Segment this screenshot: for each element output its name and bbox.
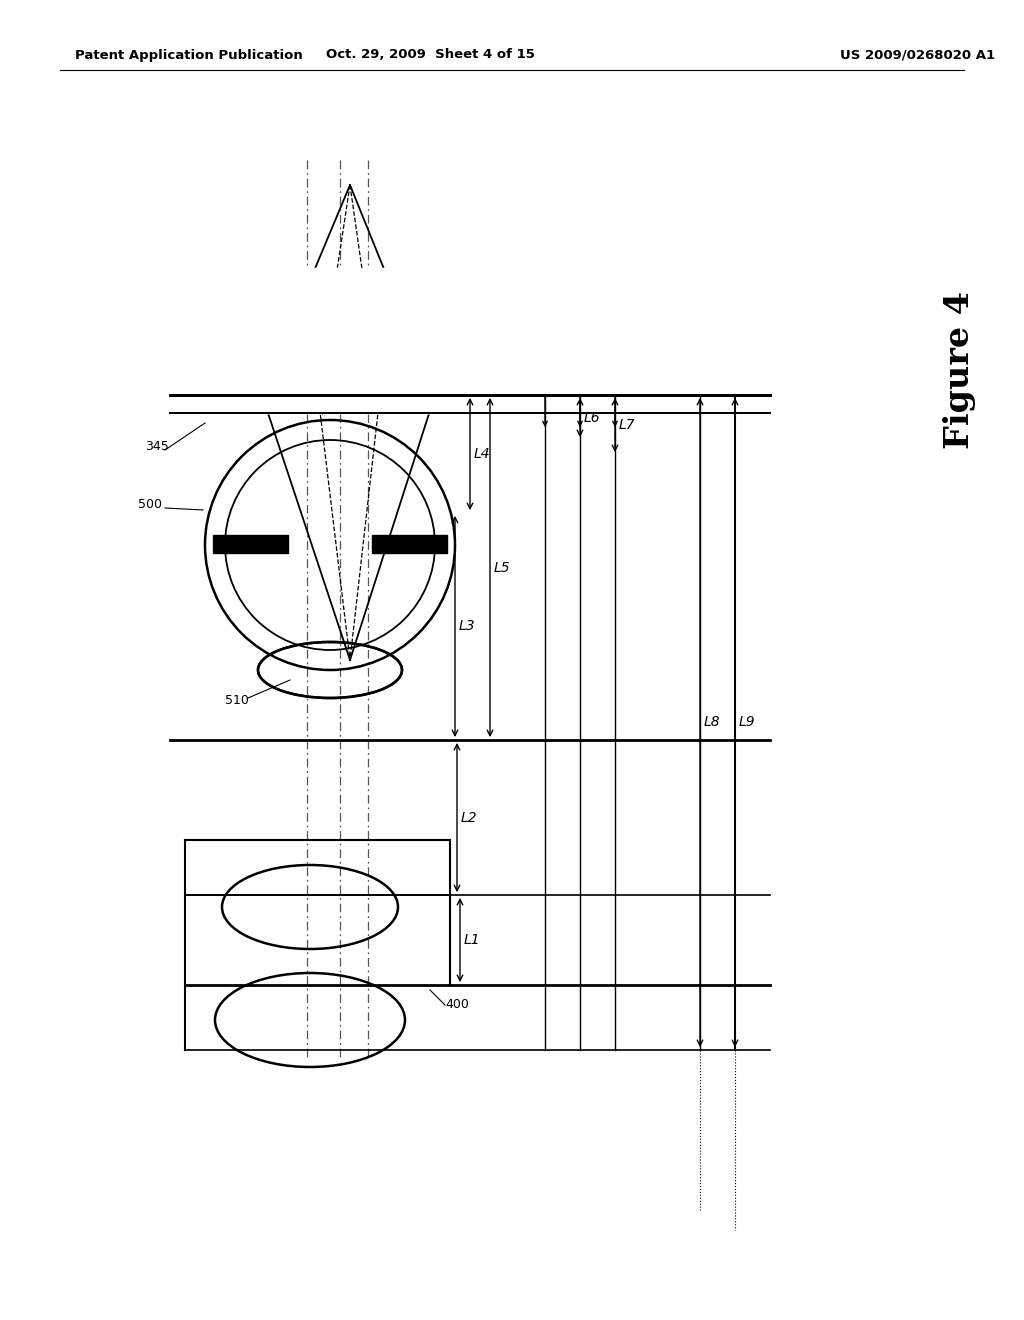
Text: L4: L4 [474,447,490,461]
Text: L7: L7 [618,418,636,432]
Text: L1: L1 [464,933,480,946]
Bar [372,535,447,553]
Text: L6: L6 [584,411,601,425]
Bar [213,535,288,553]
Text: 345: 345 [145,441,169,454]
Text: Figure 4: Figure 4 [943,290,977,449]
Text: 500: 500 [138,499,162,511]
Text: L3: L3 [459,619,475,634]
Text: L5: L5 [494,561,511,574]
Bar [200,268,460,413]
Text: L9: L9 [739,715,756,730]
Text: 510: 510 [225,693,249,706]
Bar [220,288,440,413]
Text: 700: 700 [263,376,287,389]
Text: L8: L8 [705,715,721,730]
Text: US 2009/0268020 A1: US 2009/0268020 A1 [840,49,995,62]
Text: 400: 400 [445,998,469,1011]
Text: L2: L2 [461,810,477,825]
Text: Oct. 29, 2009  Sheet 4 of 15: Oct. 29, 2009 Sheet 4 of 15 [326,49,535,62]
Text: Patent Application Publication: Patent Application Publication [75,49,303,62]
